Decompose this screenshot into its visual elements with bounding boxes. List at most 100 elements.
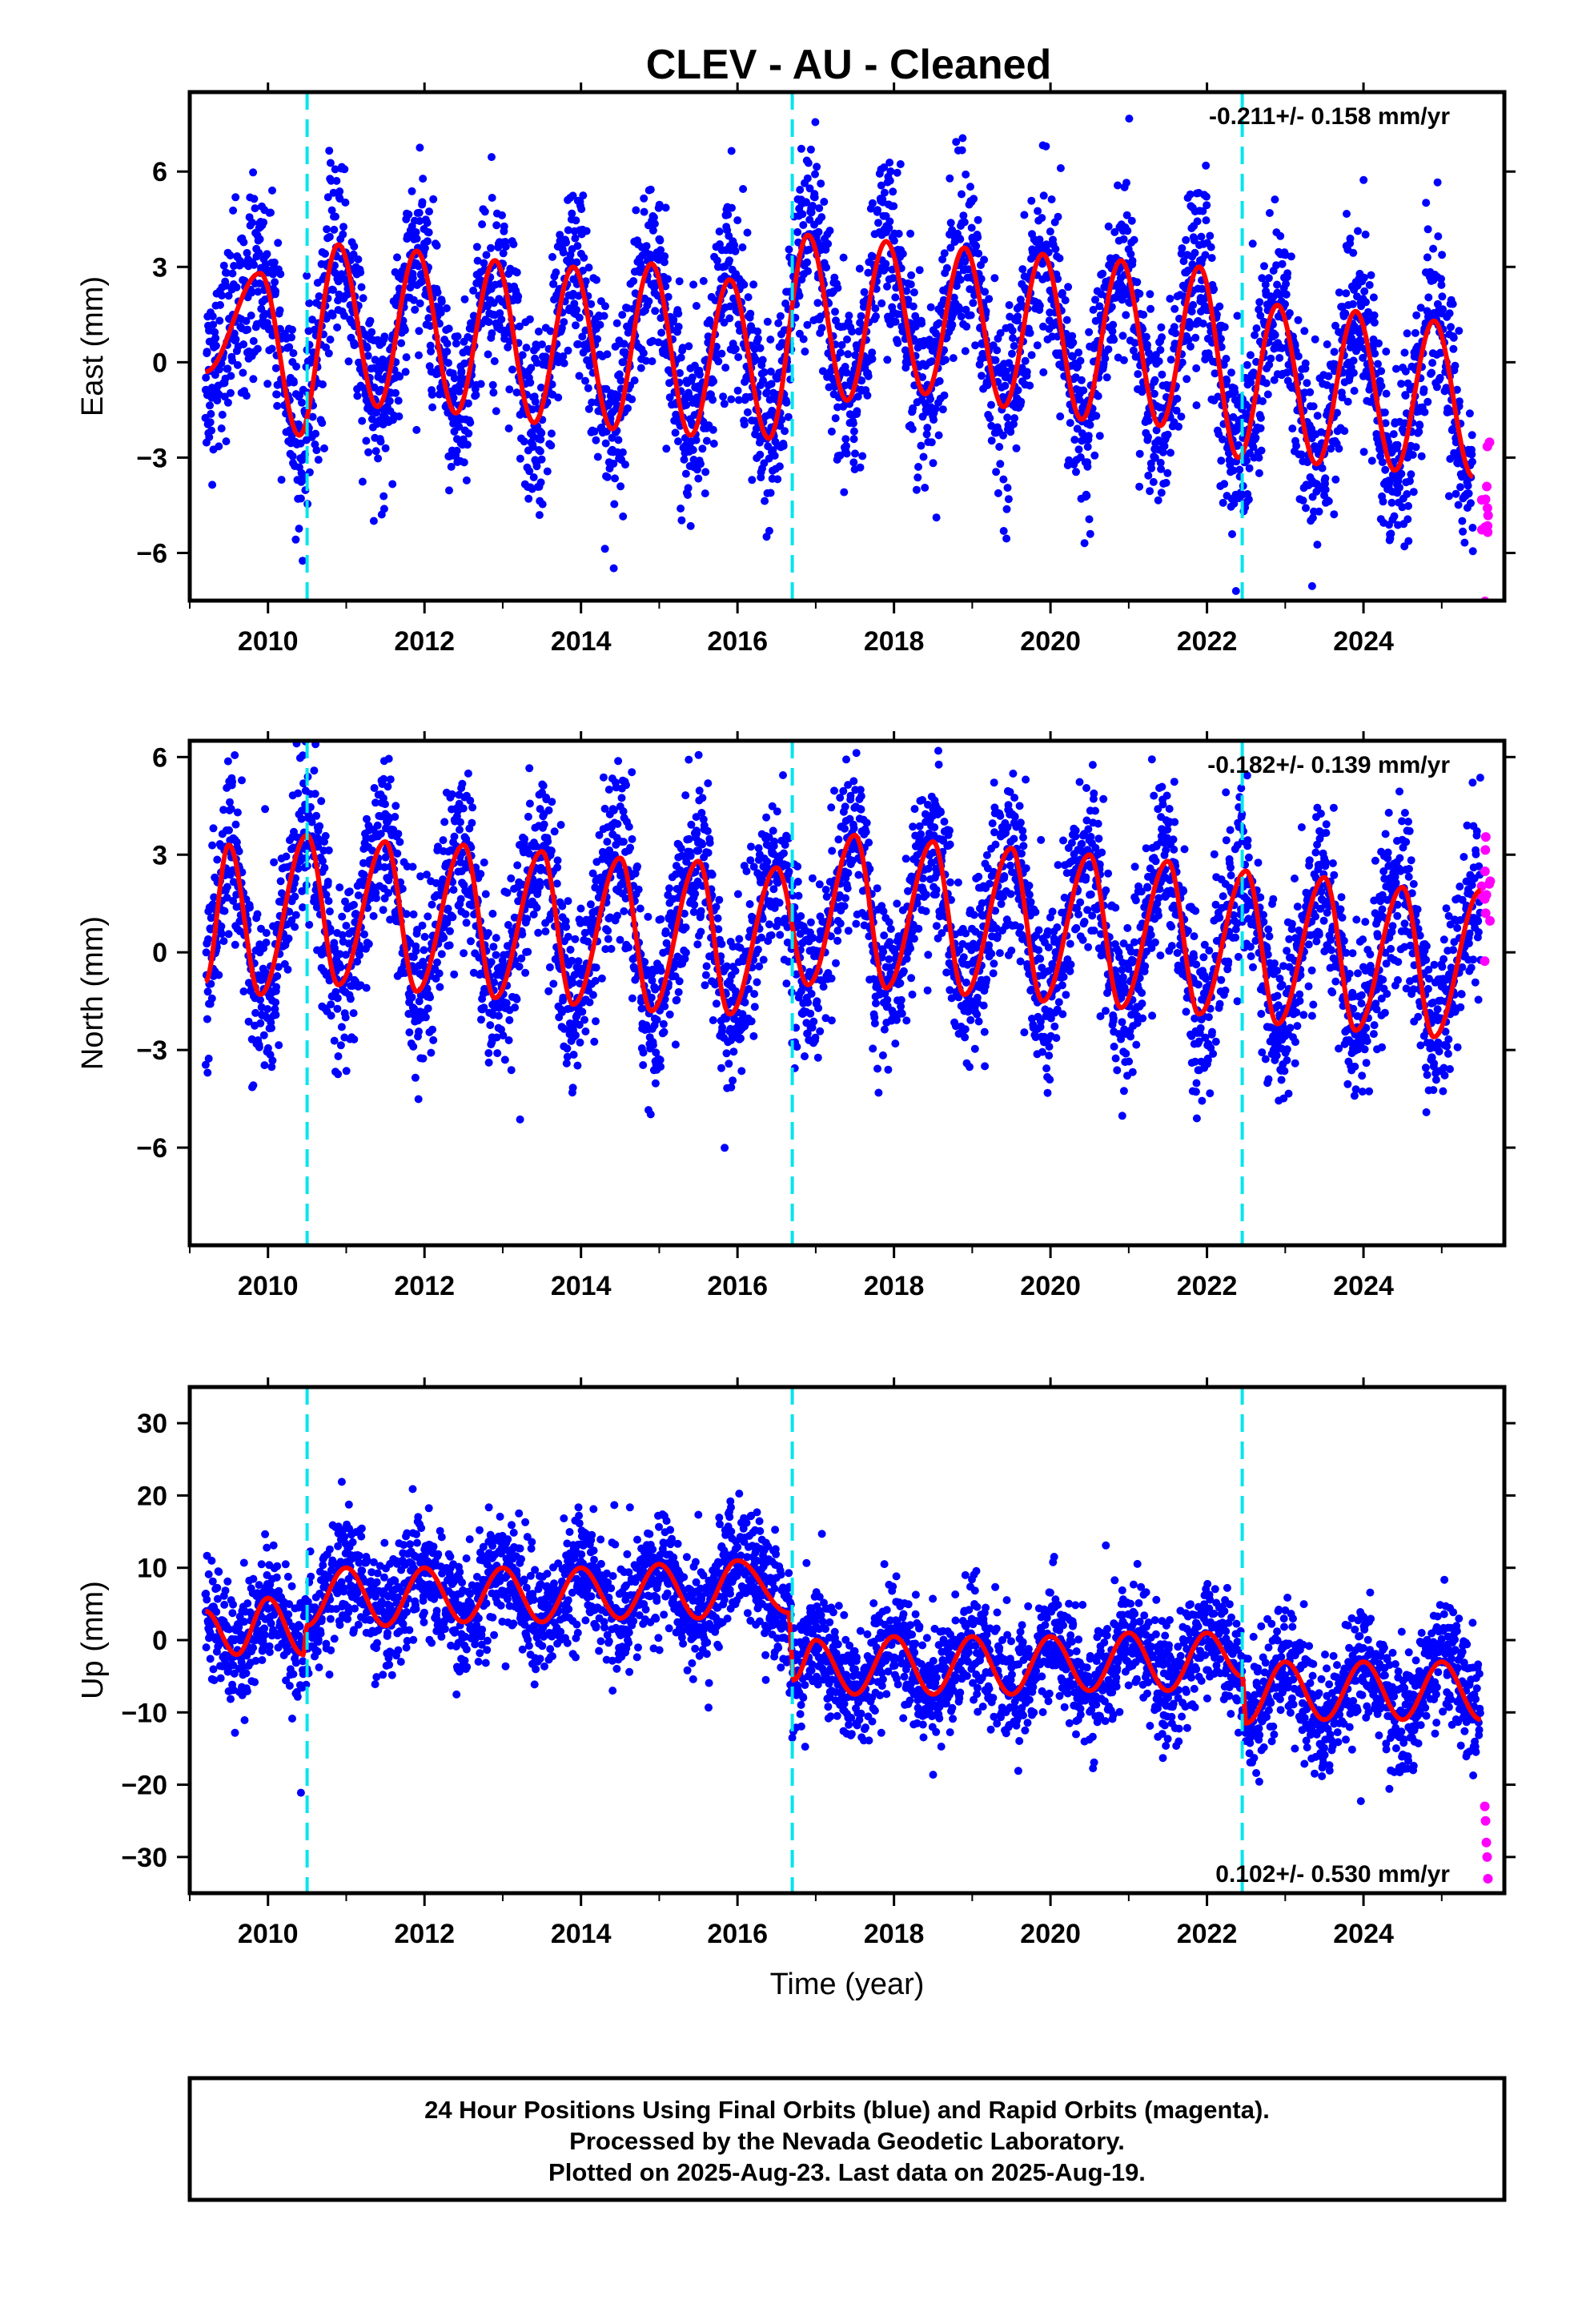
data-point [299,557,307,565]
data-point [263,250,271,259]
data-point [262,968,271,977]
data-point [781,427,789,436]
data-point [1445,309,1454,318]
data-point [467,937,475,946]
data-point [917,441,926,450]
data-point [505,337,514,346]
data-point [323,878,332,886]
data-point [1220,323,1229,332]
data-point [765,526,773,535]
data-point [402,353,411,362]
data-point [315,822,324,830]
data-point [739,185,748,193]
data-point [1307,581,1316,590]
data-point [1228,530,1236,538]
data-point [356,268,365,277]
data-point [564,346,572,355]
data-point [334,1052,343,1060]
data-point [444,324,453,333]
data-point [883,282,891,291]
data-point [525,467,534,476]
data-point [235,847,243,856]
data-point [1233,312,1242,320]
data-point [391,802,400,810]
data-point [689,280,698,289]
data-point [397,339,406,348]
data-point [603,472,612,481]
data-point [416,217,424,225]
data-point [331,165,339,174]
data-point [889,274,897,283]
data-point [1260,262,1268,271]
data-point [415,327,424,336]
data-point [549,279,558,288]
data-point [836,451,845,460]
data-point [464,769,472,778]
data-point [686,521,695,530]
data-point [1102,373,1111,382]
data-point [630,376,639,385]
data-point [949,354,958,363]
data-point [1042,240,1051,249]
data-point [1327,444,1335,453]
data-point [853,407,861,416]
rapid-point [1484,437,1495,448]
data-point [323,225,331,234]
data-point [773,475,782,484]
data-point [1217,343,1226,352]
data-point [1201,251,1210,259]
data-point [213,855,222,864]
data-point [250,260,259,269]
data-point [770,452,779,460]
data-point [529,473,538,481]
data-point [516,454,524,463]
data-point [814,227,823,236]
data-point [720,400,729,408]
data-point [339,230,347,239]
data-point [731,247,740,255]
data-point [896,160,905,168]
data-point [909,404,917,412]
data-point [893,168,901,177]
data-point [1258,274,1267,283]
data-point [327,1000,335,1009]
data-point [974,249,983,258]
data-point [394,830,403,838]
data-point [418,921,427,930]
data-point [1362,298,1370,307]
data-point [494,1011,503,1020]
data-point [488,329,496,338]
data-point [665,393,674,402]
data-point [433,288,442,297]
data-point [456,818,464,826]
data-point [456,895,465,903]
data-point [224,930,233,939]
data-point [684,484,693,493]
data-point [962,170,970,179]
data-point [596,320,604,329]
data-point [572,258,581,267]
data-point [837,340,846,349]
data-point [1255,305,1263,314]
data-point [526,378,535,387]
data-point [1397,380,1406,388]
data-point [203,987,212,996]
data-point [966,311,975,320]
data-point [409,910,418,919]
data-point [1110,336,1118,344]
data-point [305,299,314,308]
data-point [272,983,281,991]
data-point [868,355,877,364]
y-tick-label: 0 [152,348,167,378]
data-point [842,449,851,458]
data-point [886,167,895,175]
data-point [489,943,498,951]
data-point [333,994,342,1003]
data-point [1415,428,1423,436]
data-point [906,229,915,238]
data-point [257,924,265,933]
data-point [308,316,316,324]
data-point [796,186,805,194]
data-point [1468,450,1476,459]
data-point [1160,442,1169,450]
